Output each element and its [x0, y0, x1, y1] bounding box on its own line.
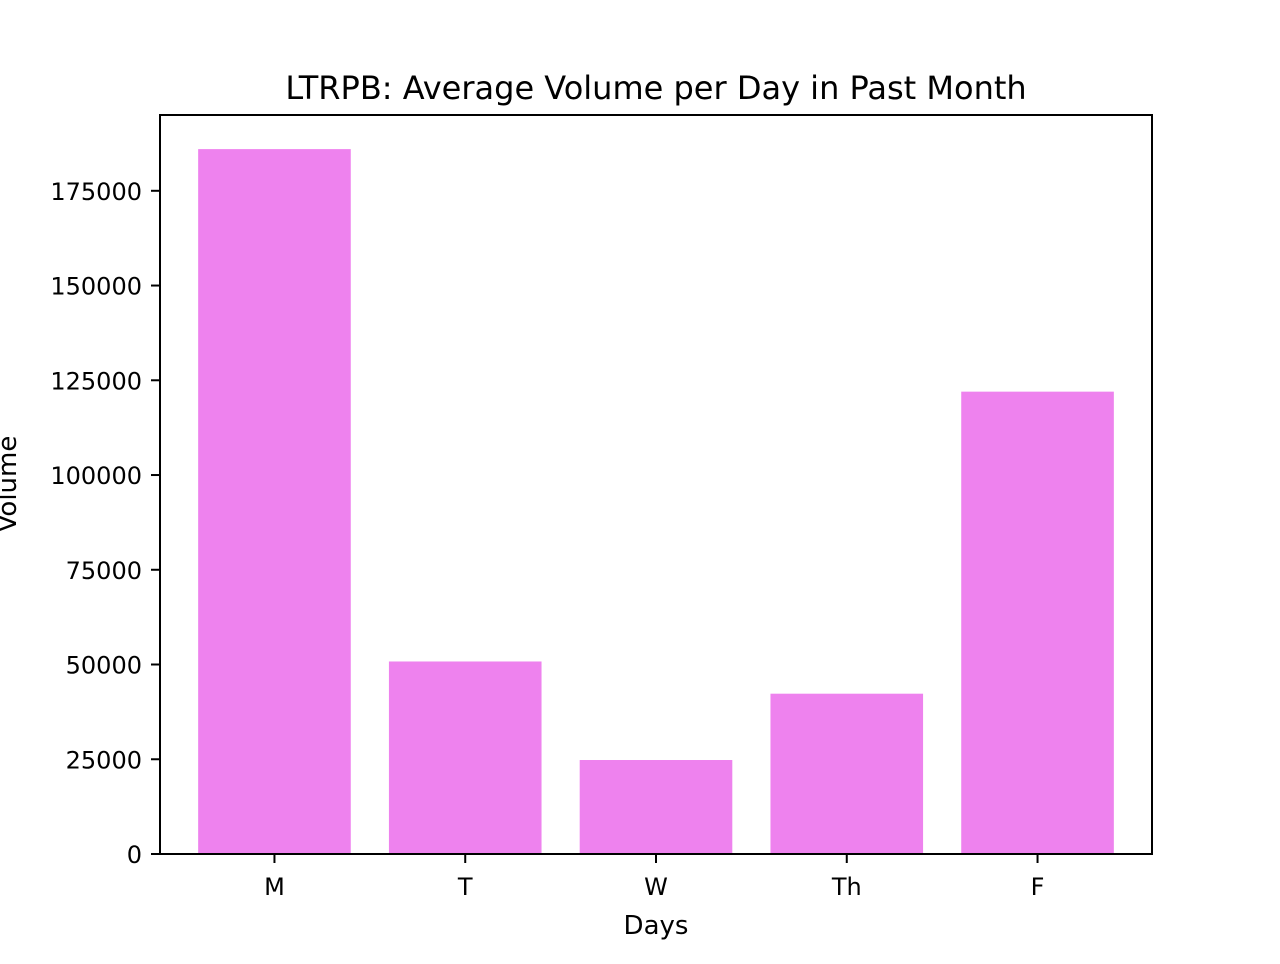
- x-tick-label: F: [1031, 873, 1045, 901]
- x-tick-label: M: [264, 873, 285, 901]
- plot-frame: [159, 114, 1153, 855]
- bar-t: [388, 661, 542, 854]
- x-axis-ticks: M T W Th F: [264, 854, 1044, 901]
- y-axis-label: Volume: [0, 436, 23, 533]
- y-axis-ticks: 0 25000 50000 75000 100000 125000 150000 175000: [50, 178, 160, 869]
- y-tick-label: 175000: [50, 178, 142, 206]
- x-tick-label: T: [457, 873, 473, 901]
- bar-m: [198, 149, 351, 855]
- x-tick-label: W: [644, 873, 668, 901]
- bar-f: [961, 391, 1114, 854]
- x-tick-label: Th: [831, 873, 862, 901]
- bar-th: [770, 693, 924, 854]
- bars-layer: [198, 149, 1114, 855]
- y-tick-label: 0: [127, 841, 142, 869]
- y-tick-label: 25000: [66, 746, 142, 774]
- chart-title: LTRPB: Average Volume per Day in Past Mo…: [285, 69, 1026, 107]
- bar-w: [579, 760, 733, 854]
- y-tick-label: 75000: [66, 557, 142, 585]
- y-tick-label: 100000: [50, 462, 142, 490]
- y-tick-label: 50000: [66, 652, 142, 680]
- y-tick-label: 125000: [50, 367, 142, 395]
- x-axis-label: Days: [624, 911, 689, 941]
- y-tick-label: 150000: [50, 273, 142, 301]
